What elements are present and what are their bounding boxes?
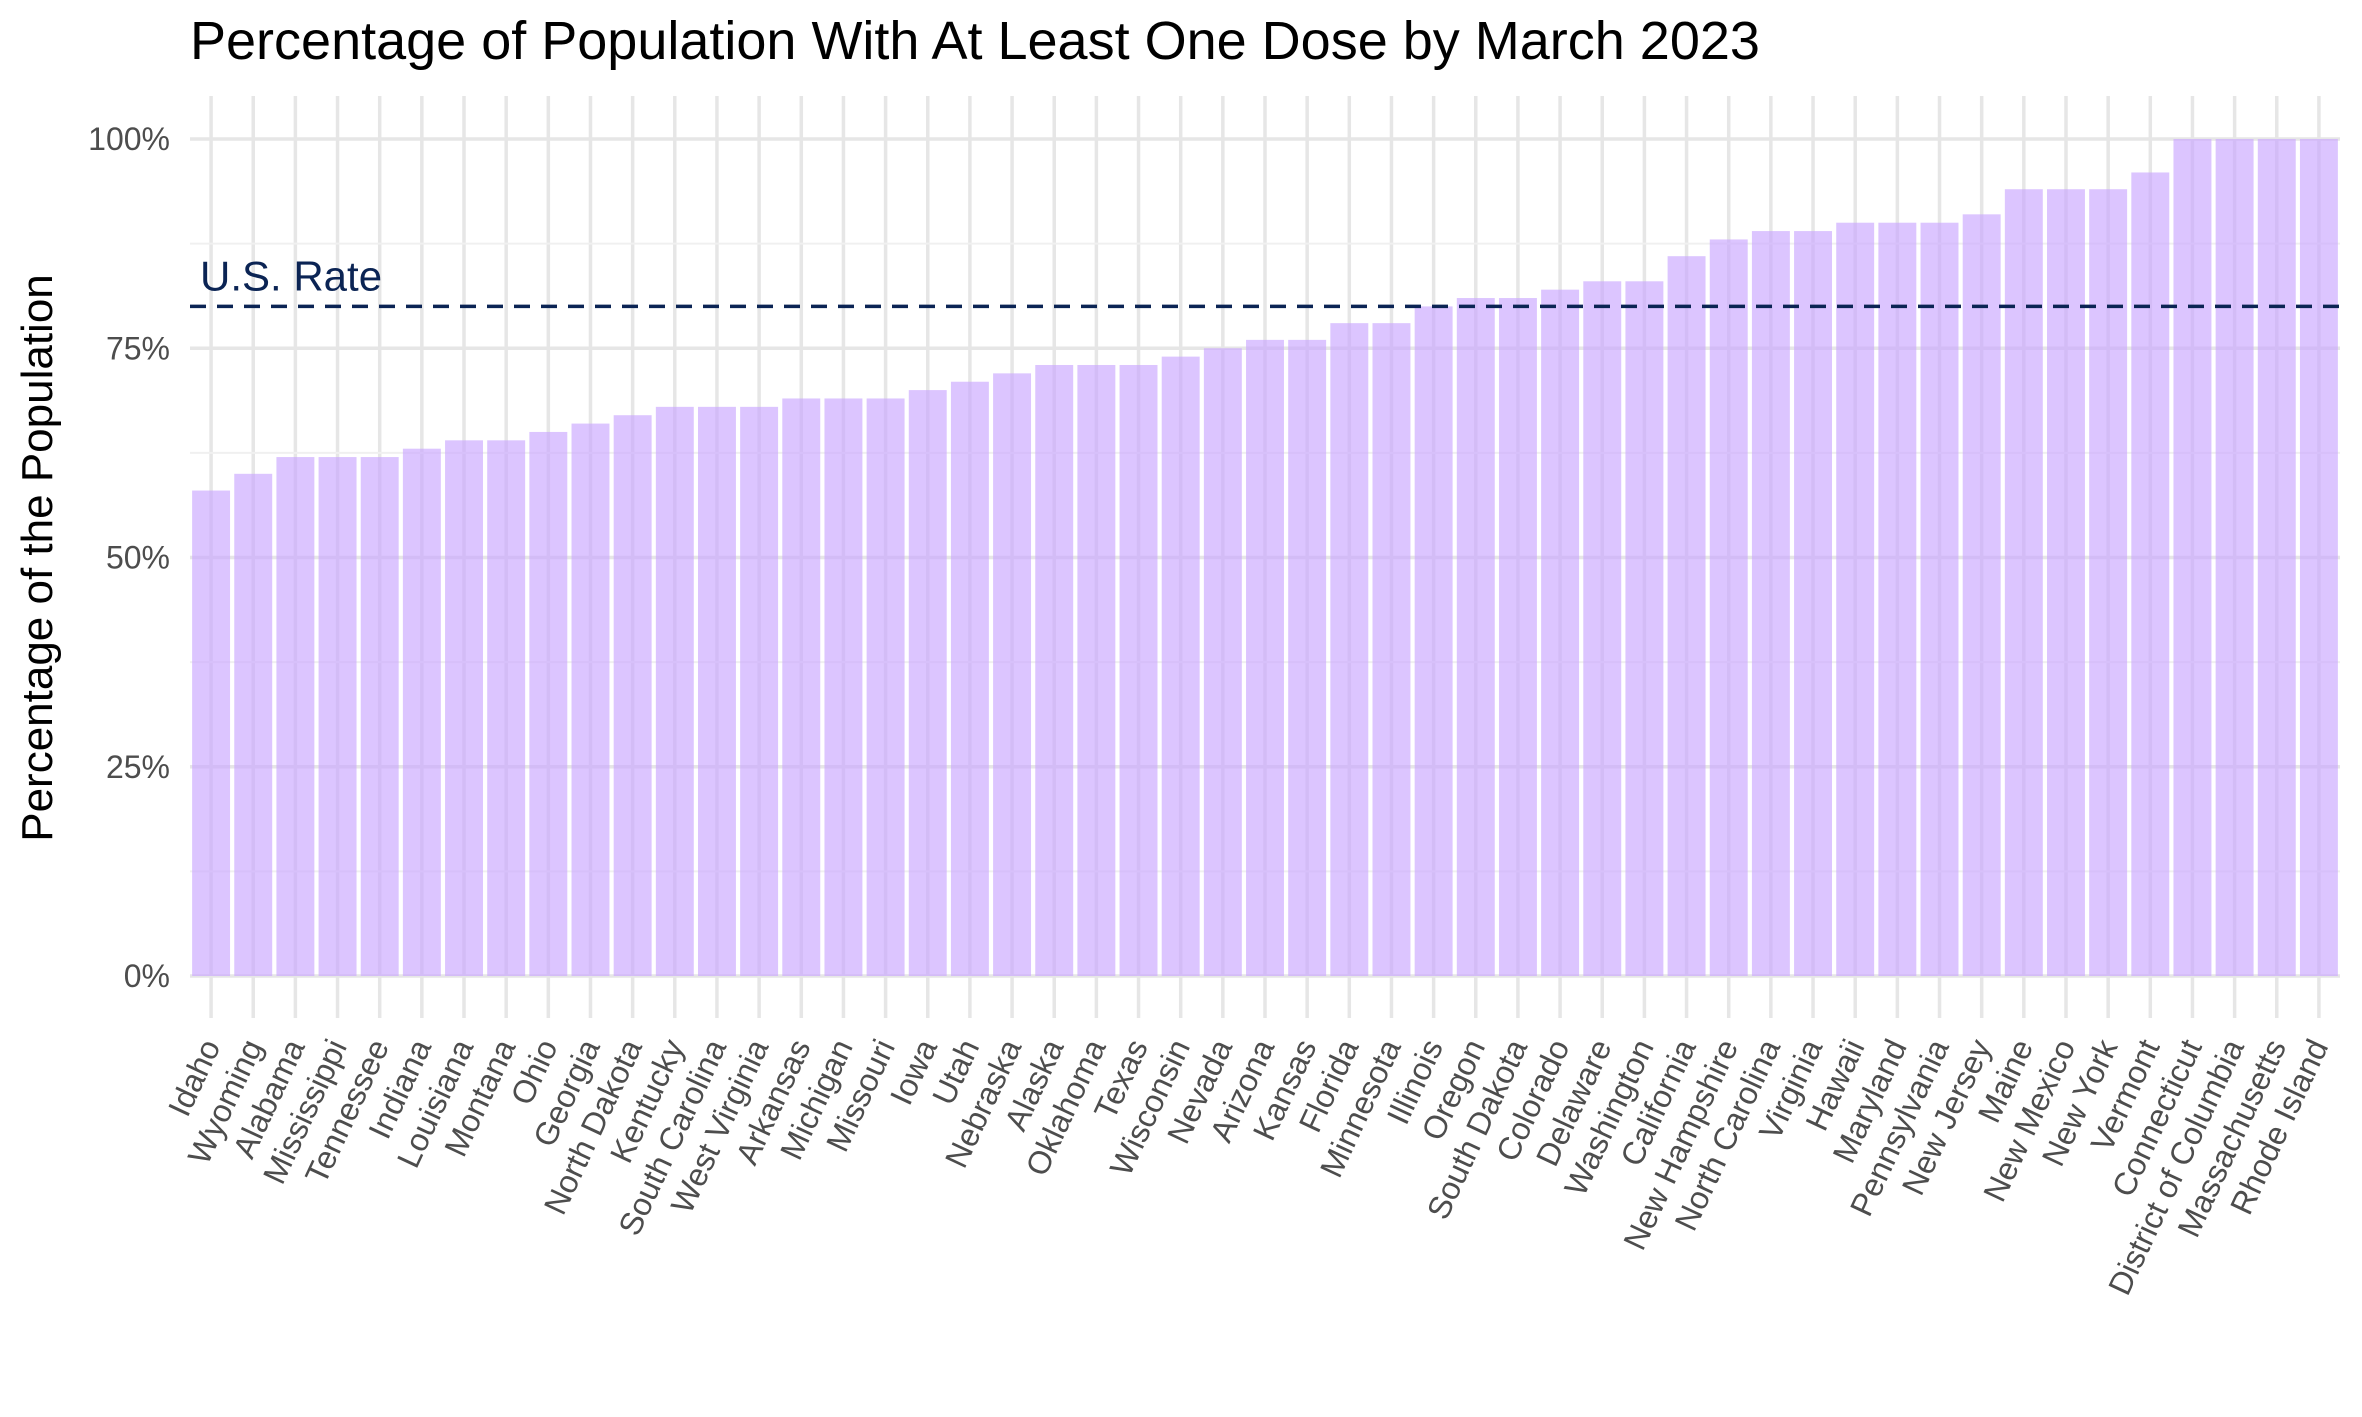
bar <box>1878 222 1917 976</box>
bar <box>993 373 1032 976</box>
bar <box>1794 231 1833 976</box>
y-tick-label: 75% <box>106 330 170 366</box>
bar <box>1161 356 1200 976</box>
bar <box>360 457 399 976</box>
bar <box>1372 323 1411 976</box>
bar <box>1119 364 1158 976</box>
bar <box>1625 281 1664 976</box>
bars <box>192 139 2338 977</box>
bar <box>1709 239 1748 976</box>
bar <box>571 423 610 977</box>
bar <box>1751 231 1790 976</box>
bar <box>2089 189 2128 977</box>
bar <box>1498 298 1537 976</box>
bar <box>318 457 357 976</box>
y-tick-label: 100% <box>88 121 170 157</box>
bar <box>1962 214 2001 976</box>
bar <box>2131 172 2170 977</box>
bar <box>697 406 736 977</box>
bar <box>445 440 483 976</box>
bar <box>613 415 652 977</box>
bar <box>2257 139 2296 976</box>
bar <box>1246 339 1284 976</box>
bar <box>529 431 568 976</box>
bar <box>2047 189 2085 977</box>
bar <box>782 398 821 977</box>
bar <box>2004 189 2043 977</box>
bar <box>234 473 273 976</box>
reference-line-group: U.S. Rate <box>190 252 2340 309</box>
us-rate-label: U.S. Rate <box>200 252 382 299</box>
bar <box>1077 364 1116 976</box>
bar <box>487 440 526 976</box>
bar <box>2299 139 2338 976</box>
bar <box>1667 256 1706 976</box>
bar <box>1583 281 1622 976</box>
y-tick-label: 25% <box>106 749 170 785</box>
bar <box>950 381 989 977</box>
bar <box>1456 298 1495 976</box>
bar <box>2173 139 2212 976</box>
bar <box>1035 364 1074 976</box>
x-axis-ticks: IdahoWyomingAlabamaMississippiTennesseeI… <box>161 1033 2335 1301</box>
bar <box>1330 323 1369 976</box>
bar <box>1920 222 1959 976</box>
y-axis-ticks: 0% 25% 50% 75% 100% <box>88 121 170 994</box>
bar <box>824 398 863 977</box>
bar <box>2215 139 2254 976</box>
chart-title: Percentage of Population With At Least O… <box>190 11 1760 71</box>
y-tick-label: 50% <box>106 540 170 576</box>
bar <box>402 448 441 976</box>
bar <box>908 390 947 977</box>
bar <box>740 406 779 977</box>
bar <box>1288 339 1327 976</box>
bar <box>1836 222 1875 976</box>
y-axis-label: Percentage of the Population <box>13 274 62 842</box>
bar <box>192 490 231 976</box>
bar <box>1203 348 1242 976</box>
bar <box>1414 306 1453 976</box>
bar <box>1541 289 1580 976</box>
bar <box>276 457 315 976</box>
y-tick-label: 0% <box>124 958 170 994</box>
bar <box>655 406 694 977</box>
bar <box>866 398 905 977</box>
